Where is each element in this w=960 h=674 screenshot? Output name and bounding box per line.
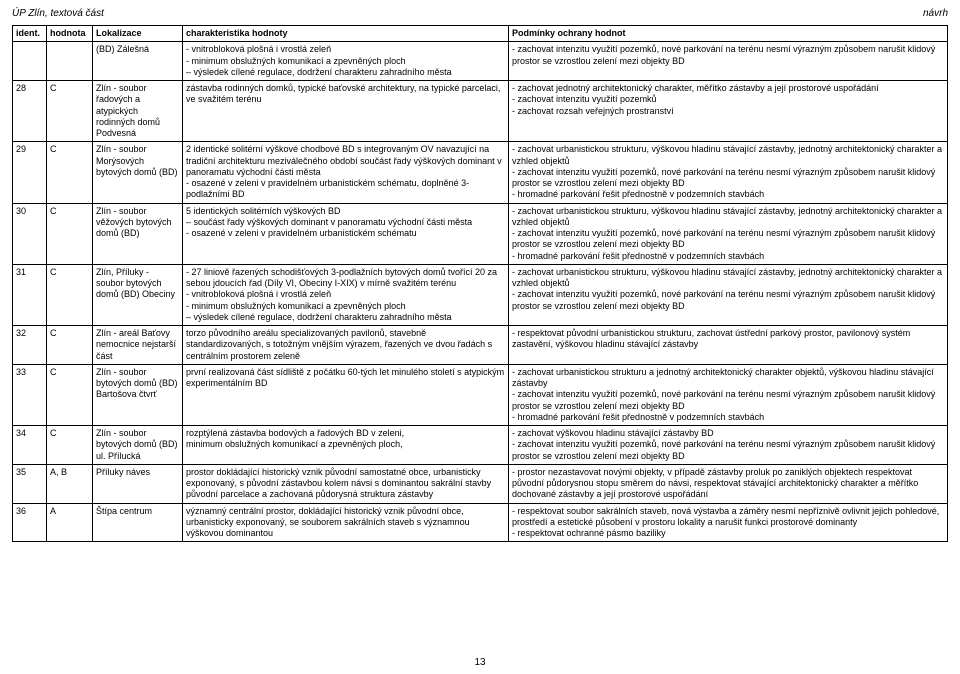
cell-podminky: - zachovat urbanistickou strukturu, výšk… bbox=[509, 142, 948, 203]
cell-hodnota: A, B bbox=[47, 464, 93, 503]
cell-ident: 32 bbox=[13, 326, 47, 365]
cell-podminky: - zachovat jednotný architektonický char… bbox=[509, 81, 948, 142]
cell-podminky: - prostor nezastavovat novými objekty, v… bbox=[509, 464, 948, 503]
main-table: ident. hodnota Lokalizace charakteristik… bbox=[12, 25, 948, 542]
cell-hodnota: A bbox=[47, 503, 93, 542]
col-charakteristika: charakteristika hodnoty bbox=[183, 26, 509, 42]
cell-hodnota: C bbox=[47, 326, 93, 365]
cell-lokalizace: Zlín - areál Baťovy nemocnice nejstarší … bbox=[93, 326, 183, 365]
cell-ident: 36 bbox=[13, 503, 47, 542]
cell-hodnota: C bbox=[47, 203, 93, 264]
table-body: (BD) Zálešná- vnitrobloková plošná i vro… bbox=[13, 42, 948, 542]
cell-charakteristika: - vnitrobloková plošná i vrostlá zeleň -… bbox=[183, 42, 509, 81]
col-hodnota: hodnota bbox=[47, 26, 93, 42]
cell-ident: 35 bbox=[13, 464, 47, 503]
page-number: 13 bbox=[474, 657, 485, 668]
cell-ident: 31 bbox=[13, 264, 47, 325]
table-row: 33CZlín - soubor bytových domů (BD) Bart… bbox=[13, 364, 948, 425]
cell-lokalizace: Zlín - soubor věžových bytových domů (BD… bbox=[93, 203, 183, 264]
page-header: ÚP Zlín, textová část návrh bbox=[12, 8, 948, 19]
cell-lokalizace: Štípa centrum bbox=[93, 503, 183, 542]
cell-charakteristika: zástavba rodinných domků, typické baťovs… bbox=[183, 81, 509, 142]
cell-podminky: - zachovat intenzitu využití pozemků, no… bbox=[509, 42, 948, 81]
table-row: 29CZlín - soubor Morýsových bytových dom… bbox=[13, 142, 948, 203]
col-lokalizace: Lokalizace bbox=[93, 26, 183, 42]
cell-charakteristika: významný centrální prostor, dokládající … bbox=[183, 503, 509, 542]
cell-charakteristika: prostor dokládající historický vznik pův… bbox=[183, 464, 509, 503]
table-row: (BD) Zálešná- vnitrobloková plošná i vro… bbox=[13, 42, 948, 81]
cell-lokalizace: Příluky náves bbox=[93, 464, 183, 503]
table-row: 31CZlín, Příluky - soubor bytových domů … bbox=[13, 264, 948, 325]
cell-hodnota: C bbox=[47, 426, 93, 465]
cell-charakteristika: torzo původního areálu specializovaných … bbox=[183, 326, 509, 365]
table-row: 32CZlín - areál Baťovy nemocnice nejstar… bbox=[13, 326, 948, 365]
cell-charakteristika: - 27 liniově řazených schodišťových 3-po… bbox=[183, 264, 509, 325]
table-row: 34CZlín - soubor bytových domů (BD) ul. … bbox=[13, 426, 948, 465]
cell-hodnota: C bbox=[47, 364, 93, 425]
cell-charakteristika: 5 identických solitérních výškových BD –… bbox=[183, 203, 509, 264]
col-ident: ident. bbox=[13, 26, 47, 42]
cell-hodnota: C bbox=[47, 142, 93, 203]
cell-lokalizace: Zlín - soubor Morýsových bytových domů (… bbox=[93, 142, 183, 203]
cell-hodnota: C bbox=[47, 264, 93, 325]
table-row: 30CZlín - soubor věžových bytových domů … bbox=[13, 203, 948, 264]
cell-podminky: - zachovat urbanistickou strukturu, výšk… bbox=[509, 203, 948, 264]
cell-charakteristika: 2 identické solitérní výškové chodbové B… bbox=[183, 142, 509, 203]
cell-podminky: - respektovat původní urbanistickou stru… bbox=[509, 326, 948, 365]
cell-podminky: - respektovat soubor sakrálních staveb, … bbox=[509, 503, 948, 542]
header-left: ÚP Zlín, textová část bbox=[12, 8, 104, 19]
table-row: 35A, BPříluky návesprostor dokládající h… bbox=[13, 464, 948, 503]
cell-lokalizace: Zlín - soubor řadových a atypických rodi… bbox=[93, 81, 183, 142]
cell-ident: 33 bbox=[13, 364, 47, 425]
cell-podminky: - zachovat urbanistickou strukturu a jed… bbox=[509, 364, 948, 425]
cell-charakteristika: první realizovaná část sídliště z počátk… bbox=[183, 364, 509, 425]
cell-ident bbox=[13, 42, 47, 81]
cell-ident: 30 bbox=[13, 203, 47, 264]
cell-lokalizace: Zlín, Příluky - soubor bytových domů (BD… bbox=[93, 264, 183, 325]
cell-ident: 28 bbox=[13, 81, 47, 142]
cell-hodnota bbox=[47, 42, 93, 81]
col-podminky: Podmínky ochrany hodnot bbox=[509, 26, 948, 42]
cell-podminky: - zachovat výškovou hladinu stávající zá… bbox=[509, 426, 948, 465]
table-row: 36AŠtípa centrumvýznamný centrální prost… bbox=[13, 503, 948, 542]
cell-lokalizace: (BD) Zálešná bbox=[93, 42, 183, 81]
cell-lokalizace: Zlín - soubor bytových domů (BD) Bartošo… bbox=[93, 364, 183, 425]
cell-ident: 29 bbox=[13, 142, 47, 203]
cell-charakteristika: rozptýlená zástavba bodových a řadových … bbox=[183, 426, 509, 465]
header-right: návrh bbox=[923, 8, 948, 19]
cell-podminky: - zachovat urbanistickou strukturu, výšk… bbox=[509, 264, 948, 325]
table-row: 28CZlín - soubor řadových a atypických r… bbox=[13, 81, 948, 142]
cell-ident: 34 bbox=[13, 426, 47, 465]
table-header-row: ident. hodnota Lokalizace charakteristik… bbox=[13, 26, 948, 42]
cell-lokalizace: Zlín - soubor bytových domů (BD) ul. Pří… bbox=[93, 426, 183, 465]
cell-hodnota: C bbox=[47, 81, 93, 142]
